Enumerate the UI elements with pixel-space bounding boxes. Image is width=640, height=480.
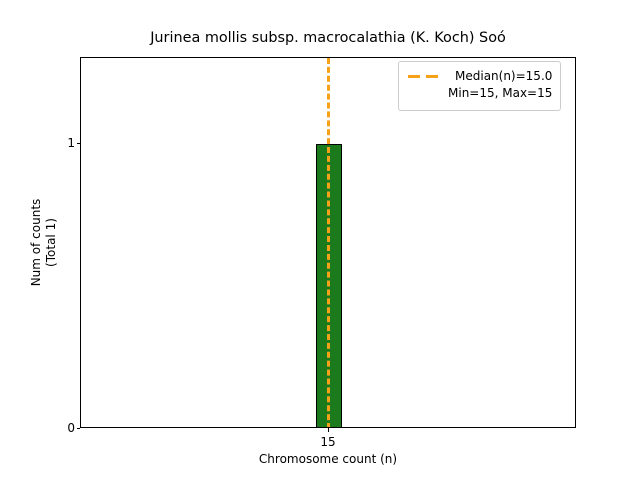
x-axis-ticks: 15 xyxy=(80,428,576,452)
y-axis-label-line1: Num of counts xyxy=(29,198,43,287)
x-tick-label: 15 xyxy=(320,435,336,449)
legend-entry-minmax: Min=15, Max=15 xyxy=(448,86,553,101)
x-tick-mark xyxy=(328,428,329,432)
y-tick-label: 1 xyxy=(67,135,75,150)
y-tick-mark xyxy=(76,428,80,429)
x-axis-label: Chromosome count (n) xyxy=(258,452,398,466)
legend-entries: Median(n)=15.0 Min=15, Max=15 xyxy=(448,68,552,103)
chart-title: Jurinea mollis subsp. macrocalathia (K. … xyxy=(150,30,506,46)
y-tick-mark xyxy=(76,142,80,144)
median-line xyxy=(327,58,331,427)
plot-area xyxy=(80,57,576,428)
y-axis-label-line2: (Total 1) xyxy=(44,218,58,267)
y-tick-label: 0 xyxy=(67,421,75,435)
legend-box: Median(n)=15.0 Min=15, Max=15 xyxy=(398,61,562,111)
y-axis-label: Num of counts (Total 1) xyxy=(29,57,58,428)
legend-entry-median: Median(n)=15.0 xyxy=(455,69,553,83)
dashed-line-marker-icon xyxy=(407,70,440,84)
